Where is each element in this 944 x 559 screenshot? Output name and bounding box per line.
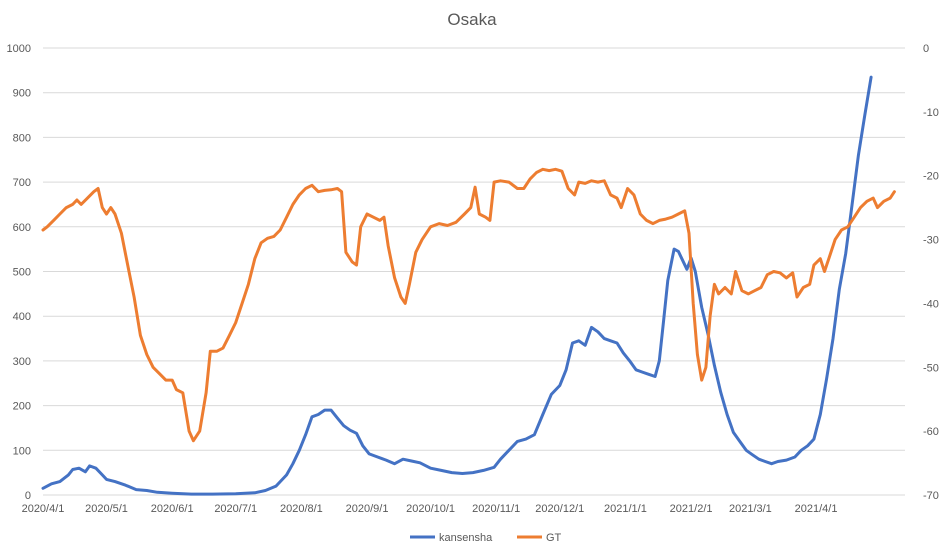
left-axis-ticks: 0 100 200 300 400 500 600 700 800 900 1000 (7, 43, 31, 502)
left-tick-label: 600 (13, 222, 31, 234)
series-lines (41, 75, 896, 496)
x-axis-ticks: 2020/4/1 2020/5/1 2020/6/1 2020/7/1 2020/8/1… (22, 503, 838, 515)
right-tick-label: 0 (923, 43, 929, 55)
x-tick-label: 2020/9/1 (346, 503, 389, 515)
x-tick-label: 2020/8/1 (280, 503, 323, 515)
legend-label: kansensha (439, 532, 493, 544)
x-tick-label: 2021/4/1 (795, 503, 838, 515)
legend-label: GT (546, 532, 562, 544)
right-tick-label: -30 (923, 235, 939, 247)
left-tick-label: 900 (13, 88, 31, 100)
x-tick-label: 2020/6/1 (151, 503, 194, 515)
right-tick-label: -10 (923, 107, 939, 119)
gridlines (43, 47, 905, 496)
x-tick-label: 2020/11/1 (472, 503, 520, 515)
series-line-gt (41, 167, 896, 443)
left-tick-label: 100 (13, 445, 31, 457)
left-tick-label: 200 (13, 401, 31, 413)
x-tick-label: 2020/4/1 (22, 503, 65, 515)
right-tick-label: -70 (923, 490, 939, 502)
chart-title: Osaka (447, 10, 497, 29)
x-tick-label: 2021/1/1 (604, 503, 647, 515)
left-tick-label: 0 (25, 490, 31, 502)
right-tick-label: -50 (923, 362, 939, 374)
x-tick-label: 2021/3/1 (729, 503, 772, 515)
x-tick-label: 2020/12/1 (535, 503, 584, 515)
left-tick-label: 700 (13, 177, 31, 189)
x-tick-label: 2020/5/1 (85, 503, 128, 515)
legend: kansensha GT (410, 532, 562, 544)
right-axis-ticks: -70 -60 -50 -40 -30 -20 -10 0 (923, 43, 939, 502)
x-tick-label: 2020/10/1 (406, 503, 455, 515)
right-tick-label: -20 (923, 171, 939, 183)
x-tick-label: 2020/7/1 (214, 503, 257, 515)
left-tick-label: 300 (13, 356, 31, 368)
right-tick-label: -60 (923, 426, 939, 438)
left-tick-label: 400 (13, 311, 31, 323)
left-tick-label: 1000 (7, 43, 31, 55)
left-tick-label: 500 (13, 267, 31, 279)
right-tick-label: -40 (923, 298, 939, 310)
left-tick-label: 800 (13, 132, 31, 144)
x-tick-label: 2021/2/1 (670, 503, 713, 515)
series-line-kansensha (41, 75, 873, 496)
